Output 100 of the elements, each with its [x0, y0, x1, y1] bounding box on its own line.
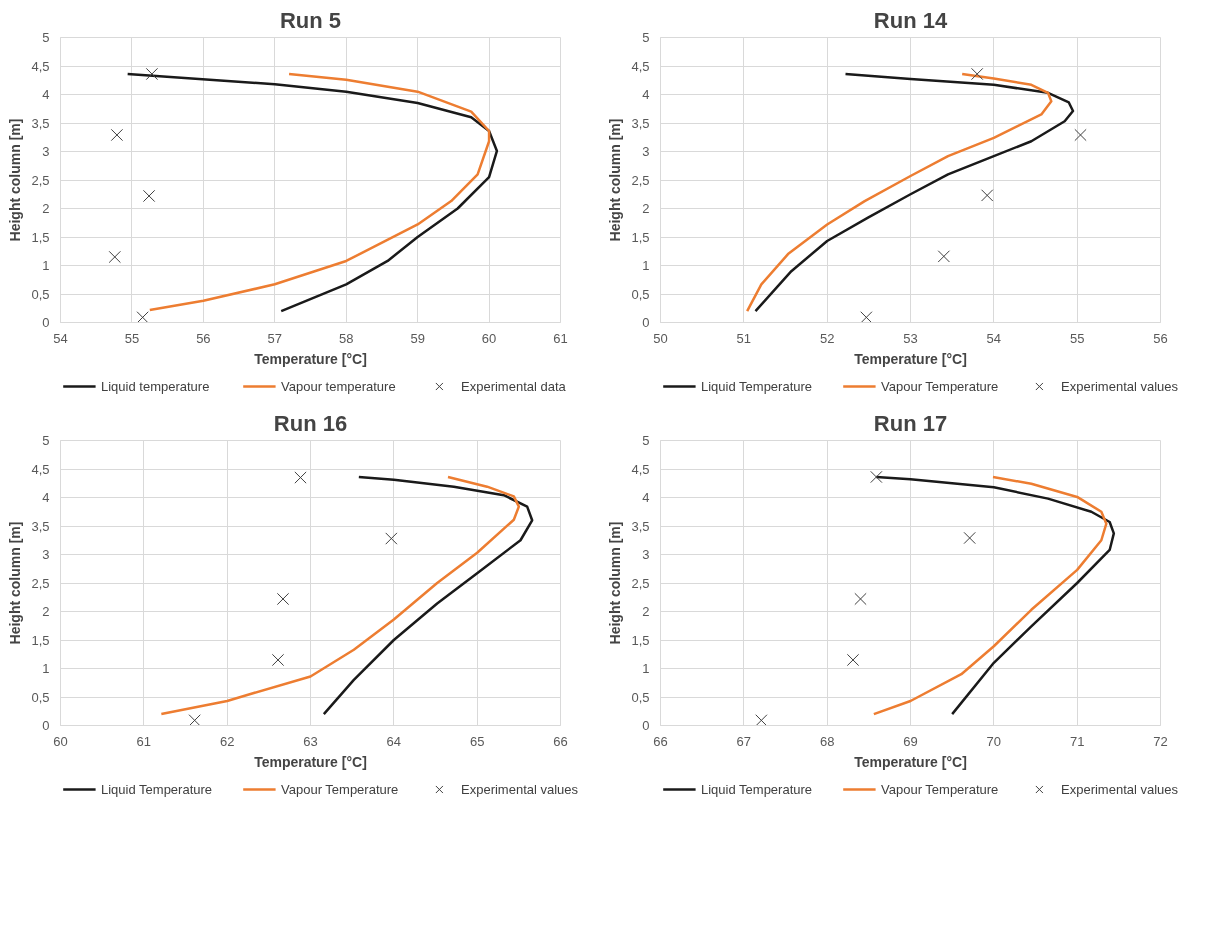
point [276, 592, 290, 606]
y-axis-title: Height column [m] [7, 118, 24, 242]
x-tick-label: 53 [903, 330, 918, 346]
x-axis-title: Temperature [°C] [254, 753, 367, 770]
y-tick-label: 0,5 [31, 689, 50, 705]
legend-label: Liquid temperature [101, 379, 210, 394]
y-tick-label: 3,5 [631, 518, 650, 534]
y-axis-title: Height column [m] [607, 118, 624, 242]
y-tick-label: 5 [42, 433, 50, 448]
x-axis-title: Temperature [°C] [854, 753, 967, 770]
point [937, 250, 950, 263]
x-tick-label: 59 [410, 330, 425, 346]
x-tick-label: 61 [553, 330, 568, 346]
y-tick-label: 1 [42, 661, 50, 676]
y-tick-label: 3 [642, 144, 650, 159]
x-tick-label: 72 [1153, 733, 1168, 749]
legend-label: Liquid Temperature [701, 379, 813, 394]
y-tick-label: 3 [42, 547, 50, 562]
point [108, 250, 121, 264]
x-tick-label: 65 [469, 733, 485, 749]
chart-title: Run 16 [273, 410, 348, 436]
point [145, 67, 159, 81]
y-tick-label: 1,5 [31, 632, 50, 648]
x-tick-label: 58 [338, 330, 354, 346]
x-tick-label: 55 [124, 330, 140, 346]
y-tick-label: 2,5 [31, 172, 50, 188]
y-tick-label: 1,5 [631, 229, 650, 245]
point [963, 531, 976, 545]
y-tick-label: 2 [42, 604, 50, 619]
y-tick-label: 2 [42, 201, 50, 216]
x-tick-label: 62 [219, 733, 235, 749]
point [971, 67, 984, 81]
x-tick-label: 60 [53, 733, 68, 749]
chart-title: Run 5 [279, 7, 342, 33]
y-tick-label: 2,5 [31, 575, 50, 591]
x-tick-label: 60 [481, 330, 497, 346]
x-tick-label: 56 [196, 330, 211, 346]
legend-label: Liquid Temperature [701, 782, 813, 797]
y-tick-label: 3,5 [631, 115, 650, 131]
x-tick-label: 66 [653, 733, 668, 749]
x-axis-title: Temperature [°C] [254, 350, 367, 367]
y-tick-label: 4,5 [31, 461, 50, 477]
legend-label: Vapour Temperature [881, 782, 999, 797]
x-tick-label: 71 [1069, 733, 1085, 749]
y-tick-label: 0,5 [631, 286, 650, 302]
x-tick-label: 67 [736, 733, 752, 749]
legend-label: Experimental values [461, 782, 579, 797]
x-tick-label: 66 [553, 733, 568, 749]
y-tick-label: 4 [42, 490, 50, 505]
x-tick-label: 70 [986, 733, 1002, 749]
y-axis-title: Height column [m] [7, 521, 24, 645]
y-tick-label: 0 [642, 315, 650, 330]
legend-label: Experimental data [461, 379, 567, 394]
y-tick-label: 4,5 [31, 58, 50, 74]
x-tick-label: 57 [267, 330, 283, 346]
x-tick-label: 54 [986, 330, 1002, 346]
y-tick-label: 1 [642, 661, 650, 676]
y-tick-label: 3 [42, 144, 50, 159]
y-tick-label: 3 [642, 547, 650, 562]
x-tick-label: 52 [819, 330, 835, 346]
y-tick-label: 0 [42, 315, 50, 330]
y-tick-label: 2,5 [631, 575, 650, 591]
y-tick-label: 4,5 [631, 461, 650, 477]
y-tick-label: 1,5 [631, 632, 650, 648]
line-series [160, 475, 521, 716]
legend-label: Vapour Temperature [281, 782, 399, 797]
point [188, 714, 201, 726]
x-tick-label: 68 [819, 733, 835, 749]
point [1074, 128, 1087, 142]
y-tick-label: 1,5 [31, 229, 50, 245]
y-axis-title: Height column [m] [607, 521, 624, 645]
point [110, 128, 124, 142]
x-tick-label: 50 [653, 330, 668, 346]
x-tick-label: 51 [736, 330, 752, 346]
point [860, 311, 873, 323]
y-tick-label: 2,5 [631, 172, 650, 188]
y-tick-label: 0,5 [31, 286, 50, 302]
y-tick-label: 0,5 [631, 689, 650, 705]
point [271, 653, 285, 667]
y-tick-label: 3,5 [31, 518, 50, 534]
legend-label: Liquid Temperature [101, 782, 213, 797]
x-tick-label: 63 [303, 733, 318, 749]
point [854, 592, 867, 606]
y-tick-label: 5 [642, 433, 650, 448]
x-axis-title: Temperature [°C] [854, 350, 967, 367]
point [142, 189, 156, 203]
x-tick-label: 61 [136, 733, 152, 749]
y-tick-label: 4 [642, 490, 650, 505]
y-tick-label: 0 [642, 718, 650, 733]
x-tick-label: 54 [53, 330, 68, 346]
x-tick-label: 56 [1153, 330, 1168, 346]
chart-title: Run 17 [873, 410, 948, 436]
y-tick-label: 2 [642, 201, 650, 216]
legend-label: Vapour Temperature [881, 379, 999, 394]
y-tick-label: 4,5 [631, 58, 650, 74]
y-tick-label: 0 [42, 718, 50, 733]
y-tick-label: 1 [642, 258, 650, 273]
point [755, 714, 768, 726]
legend-label: Experimental values [1061, 379, 1179, 394]
y-tick-label: 4 [642, 87, 650, 102]
